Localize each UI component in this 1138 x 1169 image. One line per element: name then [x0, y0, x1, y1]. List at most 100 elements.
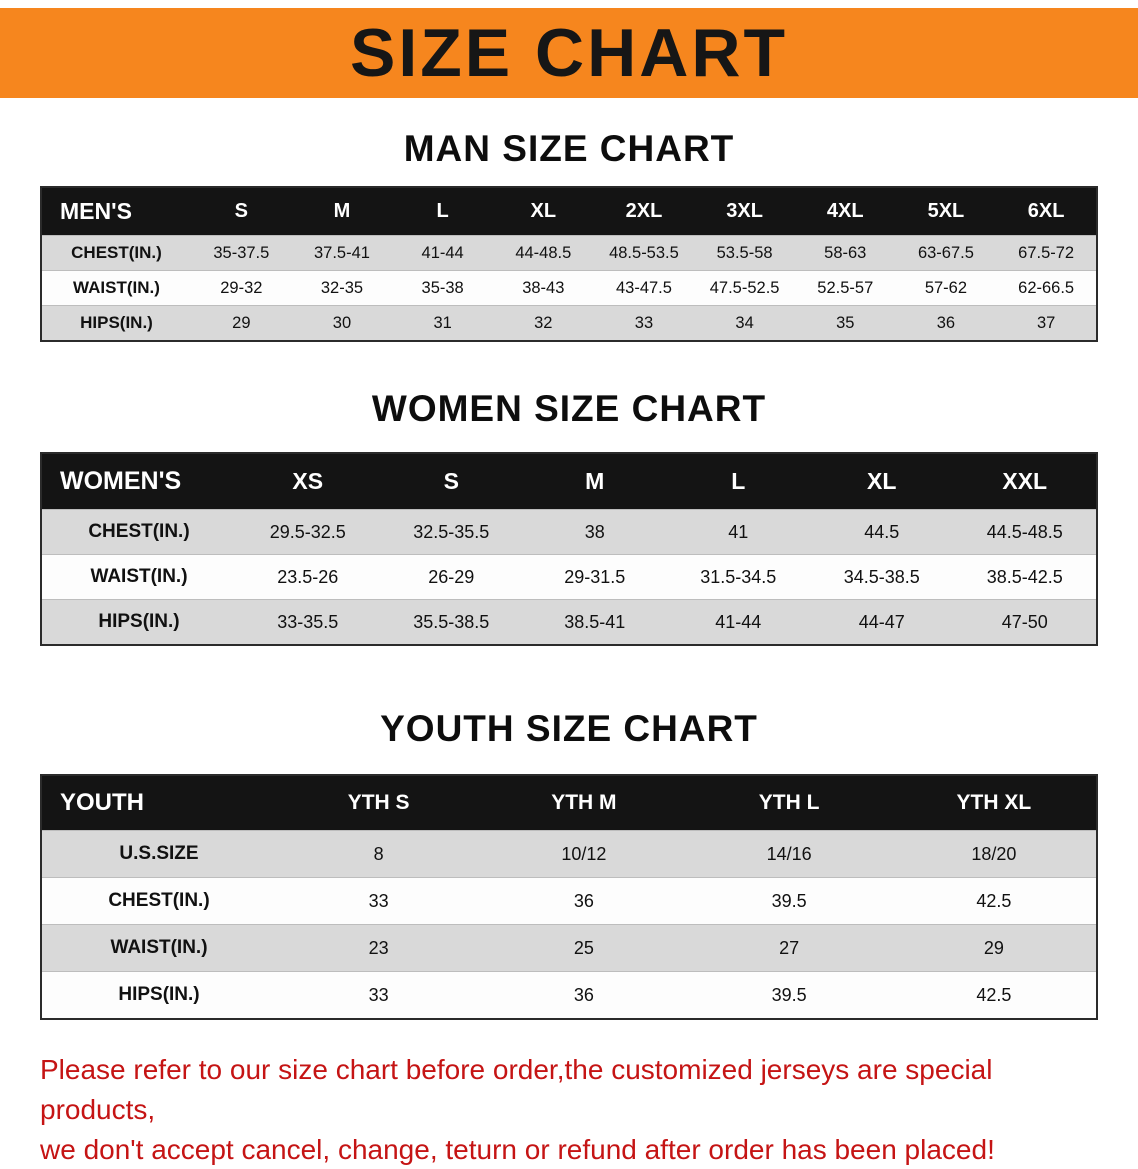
- table-cell: 47-50: [954, 600, 1098, 646]
- size-column-header: YTH M: [481, 775, 686, 831]
- table-cell: 32: [493, 306, 594, 342]
- women-corner-label: WOMEN'S: [41, 453, 236, 510]
- youth-header-row: YOUTH YTH S YTH M YTH L YTH XL: [41, 775, 1097, 831]
- row-label: U.S.SIZE: [41, 831, 276, 878]
- table-cell: 47.5-52.5: [694, 271, 795, 306]
- women-section-heading: WOMEN SIZE CHART: [0, 388, 1138, 430]
- table-cell: 44.5: [810, 510, 954, 555]
- youth-hips-row: HIPS(IN.) 33 36 39.5 42.5: [41, 972, 1097, 1020]
- size-column-header: M: [523, 453, 667, 510]
- table-cell: 32.5-35.5: [380, 510, 524, 555]
- size-column-header: XXL: [954, 453, 1098, 510]
- size-column-header: M: [292, 187, 393, 236]
- men-header-row: MEN'S S M L XL 2XL 3XL 4XL 5XL 6XL: [41, 187, 1097, 236]
- row-label: WAIST(IN.): [41, 555, 236, 600]
- size-column-header: XS: [236, 453, 380, 510]
- table-cell: 44-48.5: [493, 236, 594, 271]
- youth-waist-row: WAIST(IN.) 23 25 27 29: [41, 925, 1097, 972]
- table-cell: 36: [896, 306, 997, 342]
- table-cell: 42.5: [892, 878, 1097, 925]
- disclaimer-line-2: we don't accept cancel, change, teturn o…: [40, 1130, 1098, 1169]
- table-cell: 57-62: [896, 271, 997, 306]
- men-size-table: MEN'S S M L XL 2XL 3XL 4XL 5XL 6XL CHEST…: [40, 186, 1098, 342]
- table-cell: 34: [694, 306, 795, 342]
- table-cell: 26-29: [380, 555, 524, 600]
- women-chest-row: CHEST(IN.) 29.5-32.5 32.5-35.5 38 41 44.…: [41, 510, 1097, 555]
- table-cell: 29-32: [191, 271, 292, 306]
- size-column-header: 3XL: [694, 187, 795, 236]
- row-label: CHEST(IN.): [41, 510, 236, 555]
- table-cell: 32-35: [292, 271, 393, 306]
- men-hips-row: HIPS(IN.) 29 30 31 32 33 34 35 36 37: [41, 306, 1097, 342]
- table-cell: 10/12: [481, 831, 686, 878]
- table-cell: 38: [523, 510, 667, 555]
- men-table-wrap: MEN'S S M L XL 2XL 3XL 4XL 5XL 6XL CHEST…: [40, 186, 1098, 342]
- table-cell: 39.5: [687, 972, 892, 1020]
- table-cell: 38.5-41: [523, 600, 667, 646]
- women-waist-row: WAIST(IN.) 23.5-26 26-29 29-31.5 31.5-34…: [41, 555, 1097, 600]
- table-cell: 27: [687, 925, 892, 972]
- table-cell: 63-67.5: [896, 236, 997, 271]
- table-cell: 31: [392, 306, 493, 342]
- size-column-header: YTH L: [687, 775, 892, 831]
- table-cell: 37.5-41: [292, 236, 393, 271]
- men-section-heading: MAN SIZE CHART: [0, 128, 1138, 170]
- youth-ussize-row: U.S.SIZE 8 10/12 14/16 18/20: [41, 831, 1097, 878]
- women-size-table: WOMEN'S XS S M L XL XXL CHEST(IN.) 29.5-…: [40, 452, 1098, 646]
- table-cell: 18/20: [892, 831, 1097, 878]
- row-label: CHEST(IN.): [41, 878, 276, 925]
- table-cell: 29.5-32.5: [236, 510, 380, 555]
- table-cell: 23.5-26: [236, 555, 380, 600]
- men-chest-row: CHEST(IN.) 35-37.5 37.5-41 41-44 44-48.5…: [41, 236, 1097, 271]
- women-table-wrap: WOMEN'S XS S M L XL XXL CHEST(IN.) 29.5-…: [40, 452, 1098, 646]
- table-cell: 48.5-53.5: [594, 236, 695, 271]
- row-label: HIPS(IN.): [41, 306, 191, 342]
- women-hips-row: HIPS(IN.) 33-35.5 35.5-38.5 38.5-41 41-4…: [41, 600, 1097, 646]
- table-cell: 29-31.5: [523, 555, 667, 600]
- size-column-header: S: [191, 187, 292, 236]
- table-cell: 14/16: [687, 831, 892, 878]
- table-cell: 29: [191, 306, 292, 342]
- row-label: CHEST(IN.): [41, 236, 191, 271]
- row-label: HIPS(IN.): [41, 972, 276, 1020]
- table-cell: 30: [292, 306, 393, 342]
- table-cell: 35: [795, 306, 896, 342]
- table-cell: 34.5-38.5: [810, 555, 954, 600]
- table-cell: 53.5-58: [694, 236, 795, 271]
- men-waist-row: WAIST(IN.) 29-32 32-35 35-38 38-43 43-47…: [41, 271, 1097, 306]
- table-cell: 33: [276, 972, 481, 1020]
- table-cell: 33-35.5: [236, 600, 380, 646]
- table-cell: 25: [481, 925, 686, 972]
- table-cell: 42.5: [892, 972, 1097, 1020]
- table-cell: 35-37.5: [191, 236, 292, 271]
- row-label: WAIST(IN.): [41, 271, 191, 306]
- table-cell: 41-44: [667, 600, 811, 646]
- size-column-header: XL: [493, 187, 594, 236]
- row-label: WAIST(IN.): [41, 925, 276, 972]
- table-cell: 43-47.5: [594, 271, 695, 306]
- size-column-header: 4XL: [795, 187, 896, 236]
- size-column-header: 6XL: [996, 187, 1097, 236]
- table-cell: 36: [481, 972, 686, 1020]
- size-column-header: L: [667, 453, 811, 510]
- table-cell: 31.5-34.5: [667, 555, 811, 600]
- table-cell: 67.5-72: [996, 236, 1097, 271]
- disclaimer-text: Please refer to our size chart before or…: [40, 1050, 1098, 1169]
- size-column-header: 5XL: [896, 187, 997, 236]
- youth-section-heading: YOUTH SIZE CHART: [0, 708, 1138, 750]
- table-cell: 58-63: [795, 236, 896, 271]
- table-cell: 36: [481, 878, 686, 925]
- table-cell: 38-43: [493, 271, 594, 306]
- table-cell: 33: [276, 878, 481, 925]
- youth-corner-label: YOUTH: [41, 775, 276, 831]
- table-cell: 44-47: [810, 600, 954, 646]
- size-column-header: 2XL: [594, 187, 695, 236]
- table-cell: 41: [667, 510, 811, 555]
- banner-title: SIZE CHART: [350, 14, 788, 92]
- men-corner-label: MEN'S: [41, 187, 191, 236]
- size-chart-banner: SIZE CHART: [0, 8, 1138, 98]
- table-cell: 33: [594, 306, 695, 342]
- youth-size-table: YOUTH YTH S YTH M YTH L YTH XL U.S.SIZE …: [40, 774, 1098, 1020]
- size-column-header: L: [392, 187, 493, 236]
